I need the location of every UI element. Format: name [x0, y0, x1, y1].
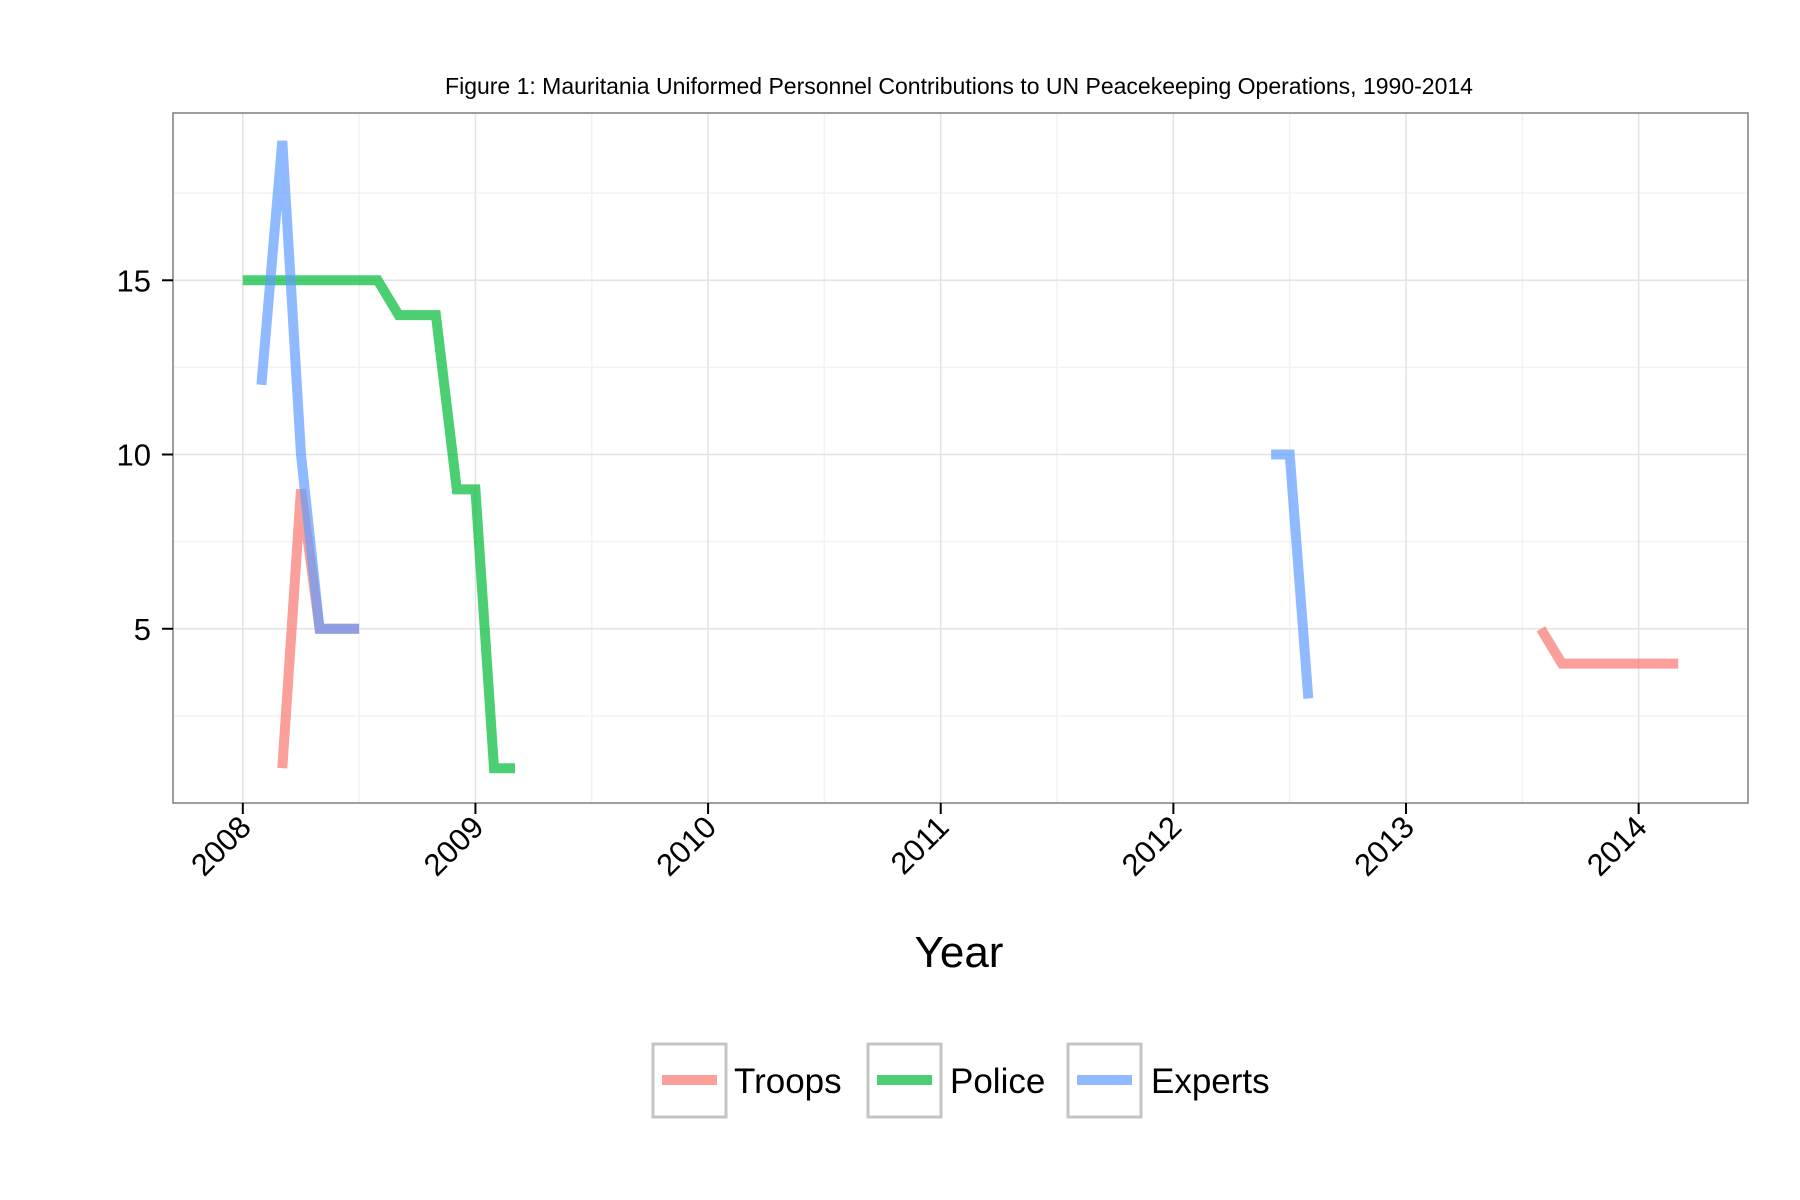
plot-border — [172, 112, 1749, 804]
y-tick-label: 10 — [117, 438, 151, 473]
series-experts — [256, 140, 1314, 699]
x-tick-label: 2008 — [184, 809, 258, 883]
series-lines — [242, 140, 1679, 774]
x-axis-title: Year — [915, 928, 1004, 977]
legend-item-police: Police — [866, 1042, 1045, 1119]
series-line-police — [242, 275, 515, 774]
legend-label: Police — [950, 1062, 1045, 1101]
x-tick-label: 2010 — [650, 809, 724, 883]
x-tick-label: 2013 — [1347, 809, 1421, 883]
y-tick-label: 5 — [134, 612, 151, 647]
x-tick-label: 2009 — [417, 809, 491, 883]
y-tick-label: 15 — [117, 263, 151, 298]
x-tick-label: 2011 — [884, 809, 956, 881]
series-police — [242, 275, 515, 774]
chart-title: Figure 1: Mauritania Uniformed Personnel… — [445, 73, 1473, 99]
legend-item-experts: Experts — [1066, 1042, 1270, 1119]
gridlines — [173, 113, 1748, 803]
legend-label: Troops — [734, 1062, 842, 1101]
legend: Troops Police Experts — [651, 1042, 1270, 1119]
x-tick-label: 2014 — [1580, 809, 1654, 883]
plot-area — [173, 113, 1748, 803]
x-tick-label: 2012 — [1115, 809, 1189, 883]
legend-label: Experts — [1151, 1062, 1270, 1101]
series-line-experts — [1271, 449, 1314, 699]
series-line-experts — [256, 140, 360, 634]
series-line-troops — [1536, 626, 1679, 669]
legend-item-troops: Troops — [651, 1042, 842, 1119]
